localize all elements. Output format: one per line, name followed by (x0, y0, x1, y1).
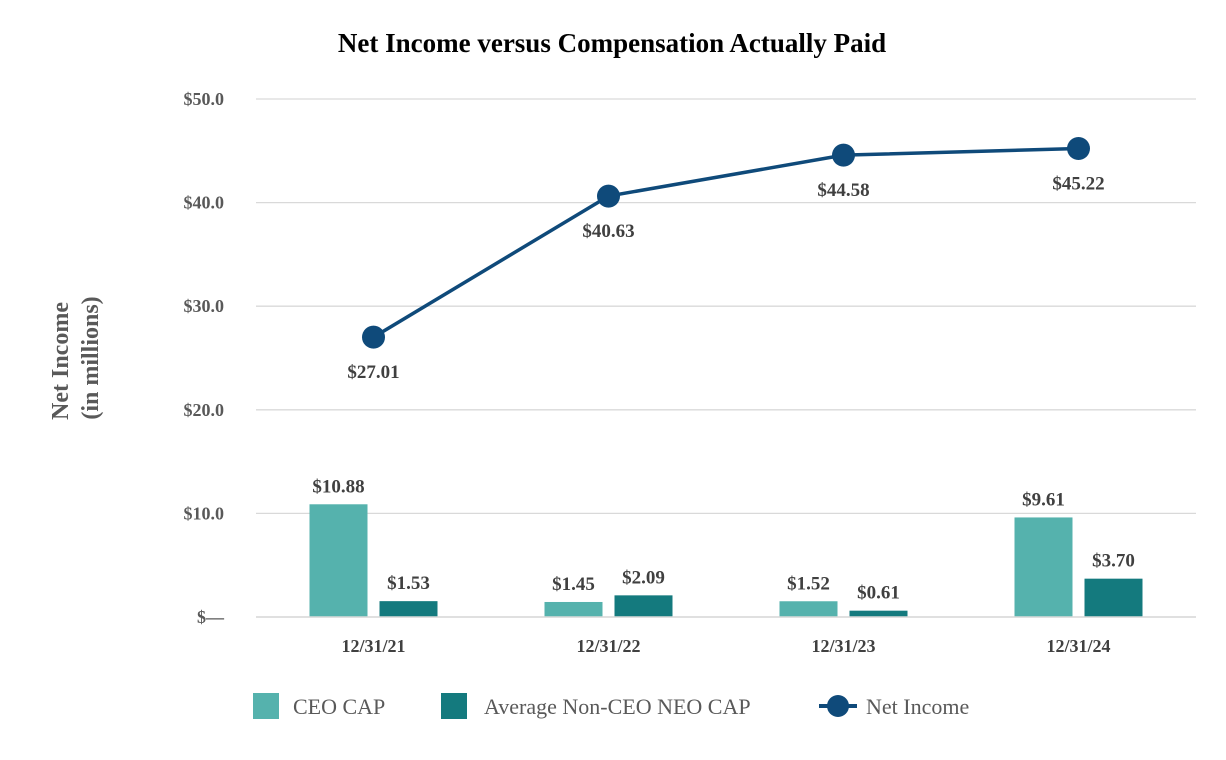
ceo-cap-data-label-3: $9.61 (1022, 489, 1065, 510)
legend-label-ceo-cap: CEO CAP (293, 694, 385, 719)
y-tick-label-1: $10.0 (184, 503, 225, 523)
x-axis-ticks: 12/31/21 12/31/22 12/31/23 12/31/24 (256, 616, 1196, 656)
net-income-data-label-3: $45.22 (1052, 174, 1104, 195)
neo-cap-bar-0 (379, 601, 438, 617)
neo-cap-data-label-2: $0.61 (857, 583, 900, 604)
ceo-cap-data-label-0: $10.88 (312, 476, 364, 497)
y-tick-label-4: $40.0 (184, 193, 225, 213)
net-income-data-label-2: $44.58 (817, 180, 869, 201)
net-income-point-2 (832, 143, 855, 167)
legend-label-neo-cap: Average Non-CEO NEO CAP (484, 694, 751, 719)
neo-cap-data-label-3: $3.70 (1092, 551, 1135, 572)
net-income-polyline (372, 146, 1079, 339)
net-income-data-label-0: $27.01 (347, 362, 399, 383)
net-income-line: $27.01 $40.63 $44.58 $45.22 (347, 137, 1105, 383)
legend-swatch-neo-cap (441, 693, 467, 719)
neo-cap-bar-2 (849, 610, 908, 617)
net-income-point-1 (597, 184, 620, 208)
y-tick-label-3: $30.0 (184, 296, 225, 316)
legend: CEO CAP Average Non-CEO NEO CAP Net Income (253, 693, 969, 719)
y-tick-label-2: $20.0 (184, 400, 225, 420)
y-axis-label-line-2: (in millions) (78, 296, 104, 419)
x-tick-label-0: 12/31/21 (341, 636, 405, 656)
ceo-cap-bar-0 (309, 504, 368, 617)
neo-cap-bar-3 (1084, 578, 1143, 617)
x-tick-label-1: 12/31/22 (576, 636, 640, 656)
ceo-cap-data-label-1: $1.45 (552, 574, 595, 595)
y-axis-ticks: $— $10.0 $20.0 $30.0 $40.0 $50.0 (184, 89, 226, 627)
net-income-data-label-1: $40.63 (582, 221, 634, 242)
legend-swatch-ceo-cap (253, 693, 279, 719)
legend-label-net-income: Net Income (866, 694, 969, 719)
ceo-cap-data-label-2: $1.52 (787, 573, 830, 594)
y-tick-label-0: $— (197, 607, 225, 627)
ceo-cap-bar-2 (779, 601, 838, 617)
net-income-point-3 (1067, 137, 1090, 161)
ceo-cap-bar-3 (1014, 517, 1073, 617)
chart-title: Net Income versus Compensation Actually … (338, 28, 886, 58)
legend-marker-net-income (827, 695, 849, 717)
ceo-cap-bar-1 (544, 601, 603, 617)
y-axis-label: Net Income (in millions) (48, 296, 104, 420)
neo-cap-data-label-1: $2.09 (622, 567, 665, 588)
y-tick-label-5: $50.0 (184, 89, 225, 109)
neo-cap-data-label-0: $1.53 (387, 573, 430, 594)
neo-cap-bar-1 (614, 595, 673, 617)
x-tick-label-2: 12/31/23 (811, 636, 875, 656)
bars: $10.88 $1.53 $1.45 $2.09 $1.52 $0.61 $9.61 $3.7… (309, 476, 1143, 617)
net-income-point-0 (362, 325, 385, 349)
x-tick-label-3: 12/31/24 (1046, 636, 1110, 656)
y-axis-label-line-1: Net Income (48, 302, 74, 420)
